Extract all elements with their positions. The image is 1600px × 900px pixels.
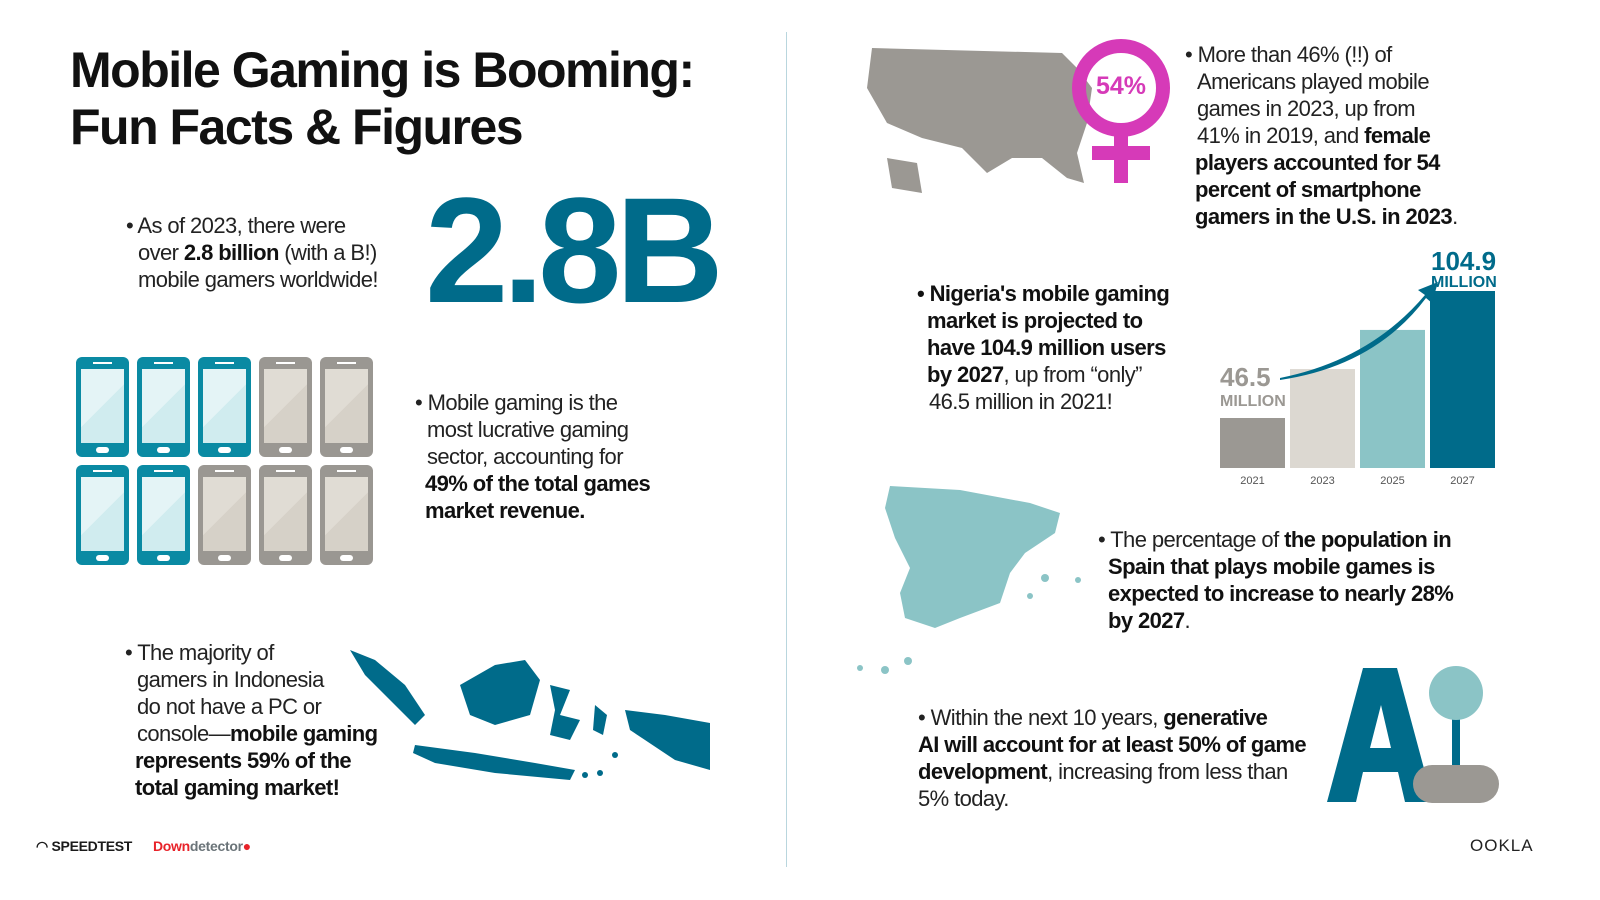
fact-spain-text: • The percentage of the population in Sp…	[1098, 527, 1454, 633]
indonesia-map	[350, 650, 710, 780]
female-percent-badge: 54%	[1095, 72, 1147, 100]
bar-2023	[1290, 369, 1355, 468]
first-unit-label: MILLION	[1220, 393, 1286, 410]
last-unit-label: MILLION	[1431, 274, 1497, 291]
column-divider	[786, 32, 787, 867]
phone-icon	[259, 465, 312, 565]
bar-2021	[1220, 418, 1285, 468]
phone-icon	[198, 357, 251, 457]
phone-icon	[259, 357, 312, 457]
phones-grid	[76, 357, 373, 565]
phone-icon	[198, 465, 251, 565]
fact-nigeria-text: • Nigeria's mobile gaming market is proj…	[917, 281, 1170, 414]
phone-icon	[320, 357, 373, 457]
fact-indonesia-text: • The majority of gamers in Indonesia do…	[125, 640, 378, 800]
speedtest-logo: ◠ SPEEDTEST	[36, 838, 133, 854]
ai-joystick-icon	[1327, 666, 1499, 803]
growth-arrow	[1280, 282, 1438, 380]
fact-revenue-text: • Mobile gaming is the most lucrative ga…	[415, 390, 651, 523]
spain-map	[857, 486, 1081, 674]
ookla-logo: OOKLA	[1470, 836, 1534, 855]
downdetector-logo: Downdetector●	[153, 838, 251, 854]
phone-icon	[137, 465, 190, 565]
x-tick-label: 2021	[1240, 475, 1264, 487]
fact-us-text: • More than 46% (!!) of Americans played…	[1185, 42, 1458, 229]
phone-icon	[76, 357, 129, 457]
phone-icon	[320, 465, 373, 565]
bar-2025	[1360, 329, 1425, 468]
first-value-label: 46.5	[1220, 362, 1271, 392]
x-tick-label: 2027	[1450, 475, 1474, 487]
phone-icon	[137, 357, 190, 457]
x-tick-label: 2025	[1380, 475, 1404, 487]
bar-2027	[1430, 291, 1495, 468]
fact-gamers-text: • As of 2023, there were over 2.8 billio…	[126, 213, 379, 292]
fact-ai-text: • Within the next 10 years, generative A…	[918, 705, 1307, 811]
x-tick-label: 2023	[1310, 475, 1334, 487]
phone-icon	[76, 465, 129, 565]
us-map-with-female-symbol	[867, 39, 1170, 193]
last-value-label: 104.9	[1431, 246, 1496, 276]
big-stat: 2.8B	[425, 166, 724, 334]
nigeria-users-chart: 2021 2023 2025 2027 46.5 MILLION 104.9 MILL…	[1220, 246, 1497, 487]
page-title: Mobile Gaming is Booming: Fun Facts & Fig…	[70, 42, 695, 155]
